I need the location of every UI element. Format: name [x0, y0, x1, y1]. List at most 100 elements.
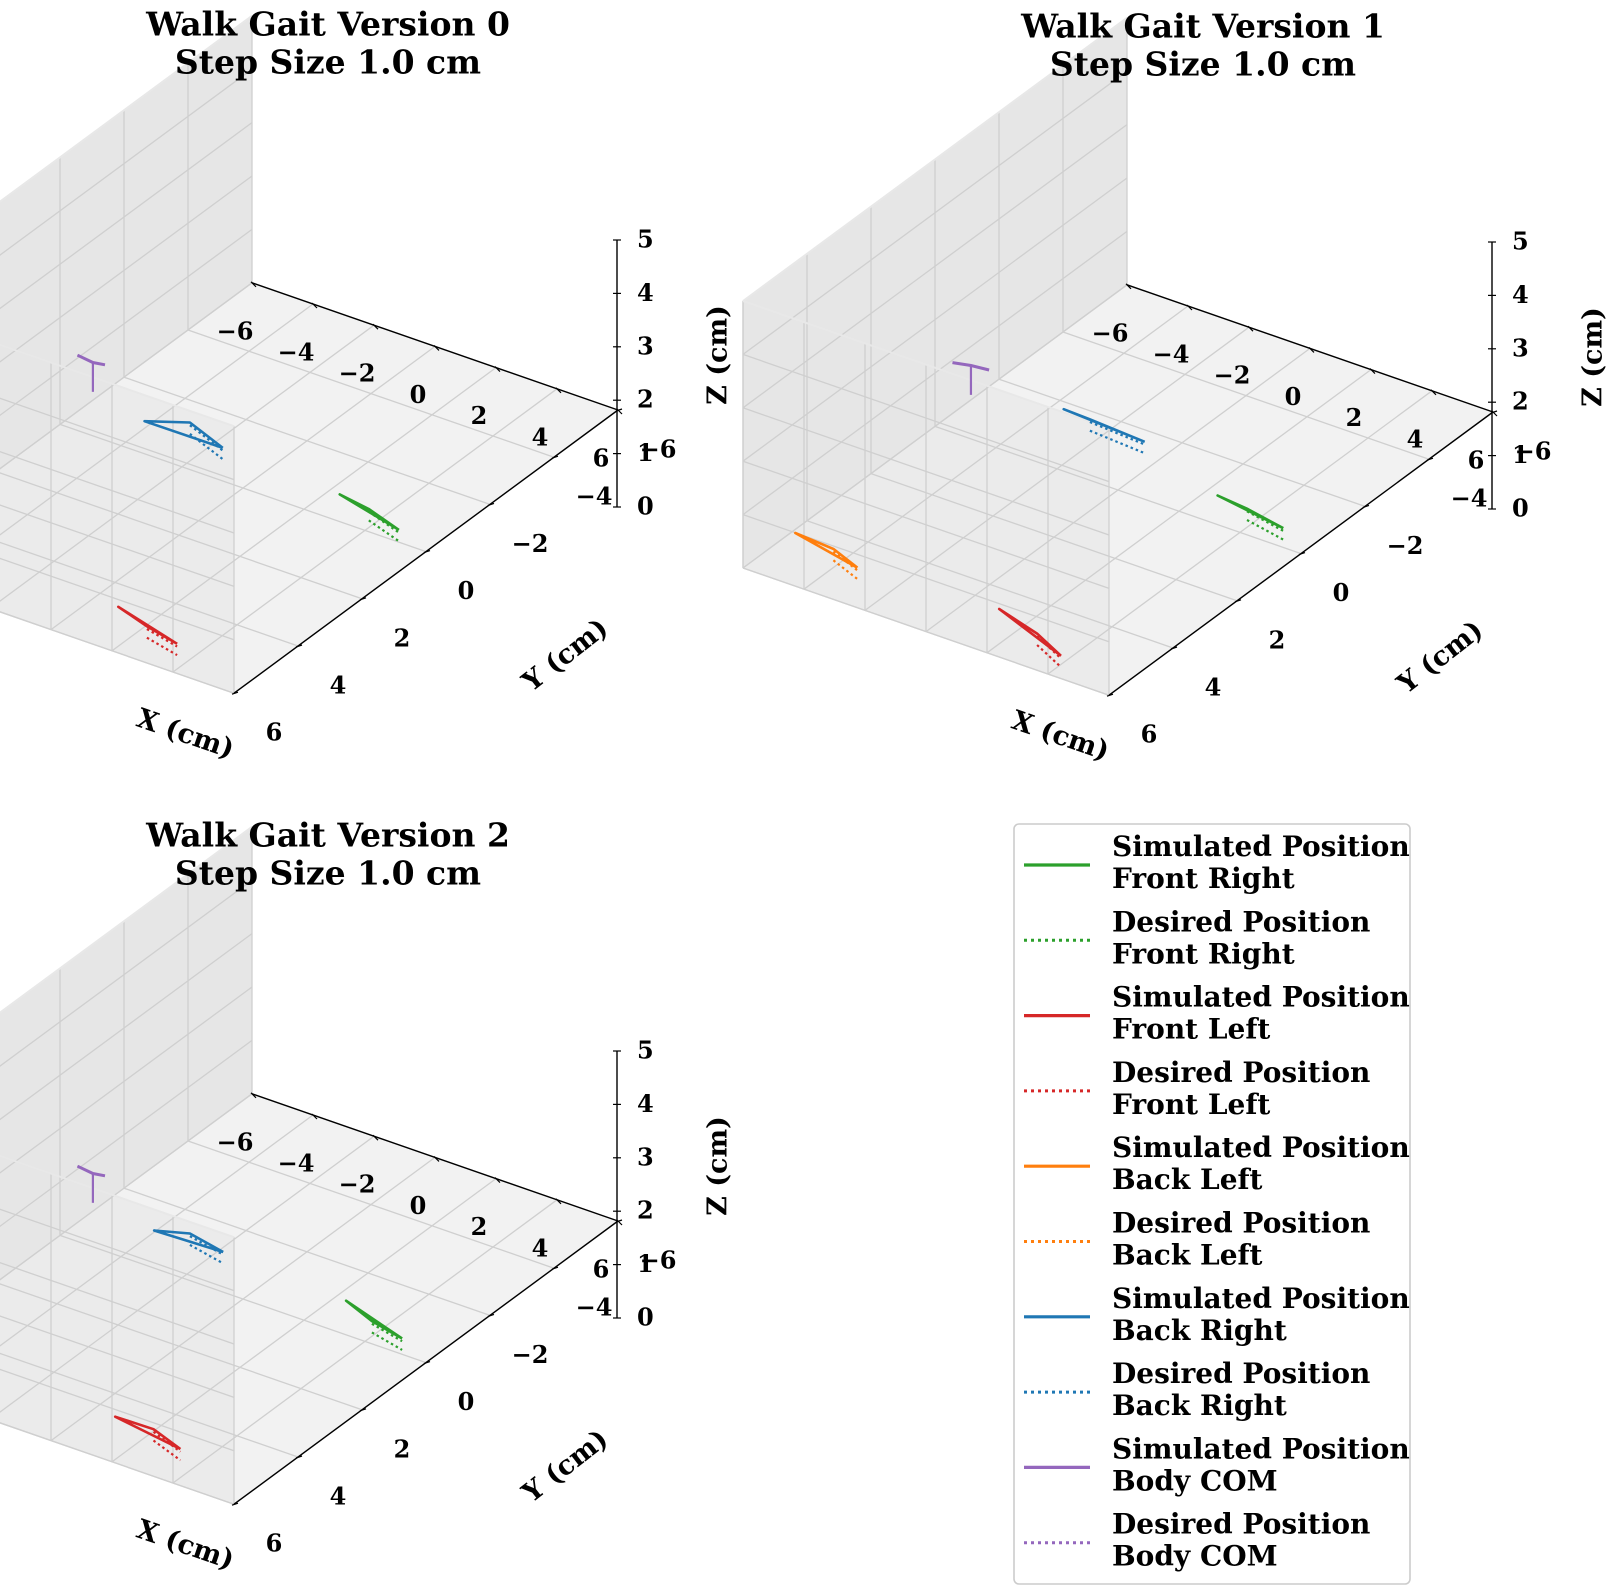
grid-line [0, 1261, 235, 1345]
y-tick [1298, 552, 1306, 556]
z-tick-label: 0 [637, 492, 654, 521]
x-tick [555, 1198, 562, 1205]
series-br-desired-trace [189, 424, 224, 452]
grid-line [0, 611, 235, 694]
legend-label: Simulated Position Front Left [1112, 980, 1410, 1045]
z-tick-label: 1 [637, 1249, 654, 1278]
legend-label-line: Back Left [1112, 1163, 1263, 1196]
z-tick-label: 1 [637, 438, 654, 467]
y-tick [615, 408, 623, 412]
y-tick-label: −4 [576, 482, 613, 511]
x-tick [1430, 389, 1437, 396]
x-tick-label: 4 [532, 1233, 549, 1262]
grid-line [0, 541, 299, 647]
grid-line [0, 1352, 299, 1458]
legend-label-line: Simulated Position [1112, 980, 1410, 1013]
chart-title-line: Step Size 1.0 cm [1050, 45, 1356, 84]
y-tick-label: −2 [1387, 531, 1424, 560]
grid-line [0, 397, 235, 481]
y-tick [231, 691, 239, 695]
y-axis-label: Y (cm) [516, 1423, 614, 1509]
legend-label-line: Front Left [1112, 1087, 1270, 1120]
series-fl-desired-trace [146, 628, 178, 648]
grid-line [0, 1039, 253, 1228]
legend-label: Desired Position Back Right [1112, 1357, 1370, 1422]
grid-line [742, 353, 1110, 483]
grid-line [870, 472, 1238, 602]
y-tick [295, 1455, 303, 1459]
grid-line [1062, 331, 1430, 460]
grid-line [806, 520, 1174, 649]
x-tick [372, 323, 379, 330]
pane-edge [742, 16, 1128, 302]
series-br-desired [189, 1243, 224, 1265]
legend-label-line: Desired Position [1112, 905, 1370, 938]
grid-line [998, 378, 1366, 508]
legend-label-line: Back Right [1112, 1389, 1287, 1422]
side-pane [0, 15, 252, 469]
x-tick-label: −2 [339, 1170, 376, 1199]
y-tick-label: −6 [1515, 437, 1552, 466]
grid-line [0, 1368, 235, 1452]
x-tick [1247, 325, 1254, 332]
y-tick [231, 1502, 239, 1506]
y-tick [1170, 646, 1178, 650]
y-tick-label: 2 [1269, 625, 1286, 654]
y-tick-label: 2 [394, 623, 411, 652]
y-tick [423, 1361, 431, 1365]
x-tick-label: 4 [1407, 424, 1424, 453]
pane-edge [0, 343, 235, 428]
side-pane [0, 826, 252, 1280]
y-tick-label: 2 [394, 1434, 411, 1463]
y-axis-label: Y (cm) [516, 612, 614, 698]
y-tick-label: 0 [458, 576, 475, 605]
series-fr-desired-trace [371, 1322, 403, 1343]
y-tick-label: −2 [512, 1340, 549, 1369]
series-fr-desired [371, 1331, 403, 1351]
y-tick-label: −6 [640, 435, 677, 464]
grid-line [742, 460, 1110, 590]
series-br-desired [189, 433, 224, 461]
x-axis-label: X (cm) [1008, 705, 1114, 767]
series-fl-desired-trace [152, 1431, 182, 1453]
chart-title-line: Walk Gait Version 2 [145, 816, 510, 855]
y-tick [359, 597, 367, 601]
y-tick [1362, 504, 1370, 508]
z-tick-label: 2 [637, 385, 654, 414]
series-fr-desired [368, 519, 400, 543]
x-tick-label: −6 [1092, 318, 1129, 347]
series-bl-simulated [793, 531, 859, 569]
chart-title: Walk Gait Version 0 Step Size 1.0 cm [145, 5, 510, 82]
x-tick [1186, 304, 1193, 311]
series-fr-desired-trace [1246, 510, 1284, 532]
z-tick-label: 5 [637, 1036, 654, 1065]
x-tick [250, 281, 257, 288]
legend-label: Desired Position Body COM [1112, 1507, 1370, 1572]
y-tick-label: −2 [512, 529, 549, 558]
y-tick-label: −4 [1451, 484, 1488, 513]
x-tick-label: 2 [1346, 403, 1363, 432]
chart-title-line: Walk Gait Version 0 [145, 5, 510, 44]
y-axis-label: Y (cm) [1391, 614, 1489, 700]
x-axis-label: X (cm) [133, 703, 239, 765]
legend-label: Desired Position Front Left [1112, 1055, 1370, 1120]
grid-line [0, 557, 235, 641]
grid-line [0, 933, 253, 1121]
y-tick-label: 4 [330, 1482, 347, 1511]
legend-label-line: Desired Position [1112, 1206, 1370, 1239]
y-tick [615, 1219, 623, 1223]
x-tick [311, 302, 318, 309]
grid-line [0, 228, 253, 417]
x-tick [1125, 283, 1132, 290]
legend-label-line: Desired Position [1112, 1357, 1370, 1390]
x-tick-label: −4 [1153, 340, 1190, 369]
y-tick [1234, 599, 1242, 603]
x-tick [433, 344, 440, 351]
y-tick [1106, 693, 1114, 697]
legend-label-line: Body COM [1112, 1539, 1278, 1572]
y-tick [551, 455, 559, 459]
grid-line [0, 68, 253, 256]
pane-edge [742, 300, 1110, 430]
